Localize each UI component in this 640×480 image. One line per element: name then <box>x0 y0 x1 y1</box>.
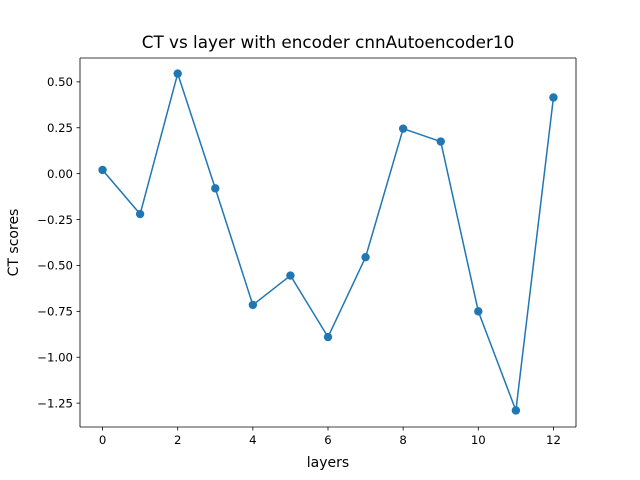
y-axis-label: CT scores <box>6 209 22 277</box>
x-tick-label: 6 <box>324 433 331 447</box>
x-tick-label: 8 <box>399 433 406 447</box>
data-point <box>248 300 258 310</box>
data-point <box>173 69 182 78</box>
plot-area <box>80 58 576 427</box>
x-tick-label: 0 <box>99 433 106 447</box>
y-tick-label: 0.25 <box>47 121 73 135</box>
x-tick-label: 2 <box>174 433 181 447</box>
x-tick-label: 4 <box>249 433 256 447</box>
data-point <box>361 252 370 262</box>
data-point <box>98 165 107 175</box>
y-tick-label: −0.50 <box>37 259 73 273</box>
axis-ticks: 0 2 4 6 8 10 12 0.50 0.25 0.00 −0.25 −0.50 −0.75 −1.0… <box>37 75 561 447</box>
x-axis-label: layers <box>307 455 349 471</box>
data-point <box>436 137 445 146</box>
y-tick-label: 0.50 <box>47 75 73 89</box>
x-tick-label: 10 <box>471 433 486 447</box>
chart-title: CT vs layer with encoder cnnAutoencoder1… <box>142 32 515 52</box>
data-point <box>549 93 558 102</box>
data-point <box>135 209 145 219</box>
data-point <box>474 307 483 316</box>
x-tick-label: 12 <box>546 433 561 447</box>
y-tick-label: −0.25 <box>37 213 73 227</box>
data-point <box>286 271 295 280</box>
data-point <box>323 332 333 342</box>
data-point <box>211 184 220 193</box>
y-tick-label: −1.00 <box>37 350 73 364</box>
data-point <box>511 406 521 415</box>
y-tick-label: 0.00 <box>47 167 73 181</box>
data-series <box>98 69 558 415</box>
y-tick-label: −0.75 <box>37 305 73 319</box>
data-point <box>398 124 408 133</box>
y-tick-label: −1.25 <box>37 396 73 410</box>
